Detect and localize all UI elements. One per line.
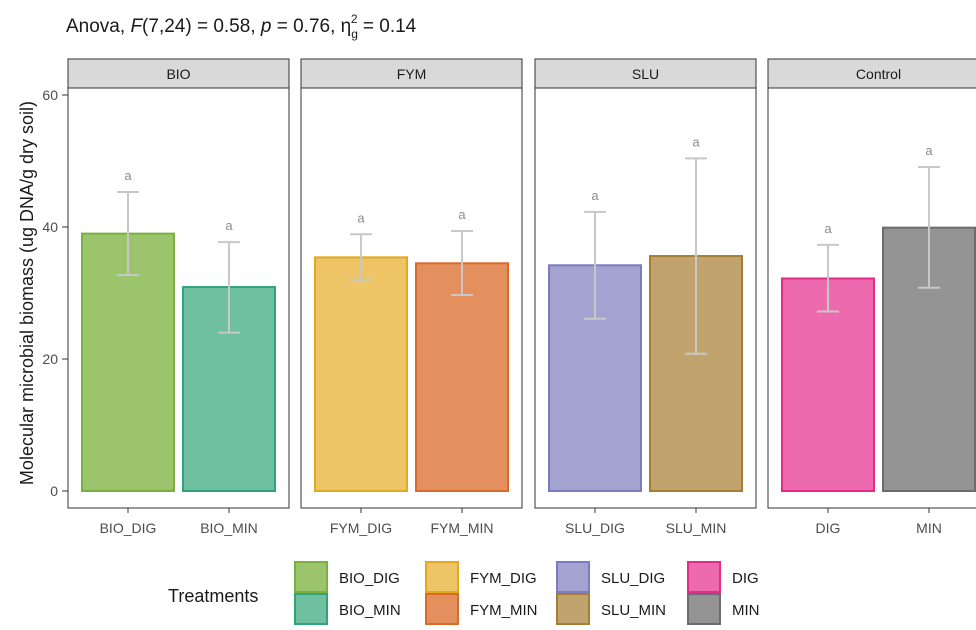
bar-bio_dig [81,232,175,492]
title-eta-value: = 0.14 [358,16,417,37]
legend-item-fym_dig: FYM_DIG [425,561,537,593]
legend-item-slu_min: SLU_MIN [556,593,666,625]
legend-label: FYM_MIN [470,602,538,619]
y-tick-label: 40 [42,219,58,235]
legend-item-min: MIN [687,593,760,625]
legend-label: FYM_DIG [470,570,537,587]
y-tick-label: 20 [42,351,58,367]
strip-label: SLU [632,66,659,82]
significance-label: a [458,207,466,222]
legend-label: BIO_DIG [339,570,400,587]
y-tick-label: 60 [42,87,58,103]
x-tick-label: FYM_MIN [431,520,494,536]
title-p-name: p [260,16,272,37]
legend: Treatments BIO_DIG BIO_MIN FYM_DIG FYM_MIN S… [168,561,760,625]
legend-swatch [556,593,590,625]
x-tick-label: DIG [816,520,841,536]
x-tick-label: SLU_DIG [565,520,625,536]
legend-title: Treatments [168,586,258,606]
legend-swatch [687,593,721,625]
y-tick-label: 0 [50,483,58,499]
panel-slu: SLU a SLU_DIG a SLU_MIN [534,58,757,536]
legend-swatch [556,561,590,593]
significance-label: a [824,221,832,236]
significance-label: a [925,143,933,158]
significance-label: a [692,134,700,149]
panel-bio: BIO a BIO_DIG a BIO_MIN [67,58,290,536]
strip-label: Control [856,66,901,82]
legend-label: DIG [732,570,759,587]
strip-background [300,58,523,89]
legend-swatch [425,561,459,593]
legend-label: BIO_MIN [339,602,401,619]
title-eta-symbol: η [341,16,352,37]
title-stat-name: F [130,16,143,37]
x-tick-label: SLU_MIN [666,520,727,536]
strip-label: FYM [397,66,427,82]
legend-swatch [294,593,328,625]
panel-fym: FYM a FYM_DIG a FYM_MIN [300,58,523,536]
legend-label: SLU_MIN [601,602,666,619]
title-eta-sub: g [351,27,358,41]
significance-label: a [225,218,233,233]
legend-items: BIO_DIG BIO_MIN FYM_DIG FYM_MIN SLU_DIG SLU_M… [294,561,760,625]
y-axis: 0 20 40 60 [42,87,68,499]
legend-swatch [687,561,721,593]
chart-title: Anova, F(7,24) = 0.58, p = 0.76, ηg2 = 0… [66,12,417,41]
strip-label: BIO [166,66,190,82]
y-axis-label: Molecular microbial biomass (ug DNA/g dr… [17,101,37,485]
strip-background [534,58,757,89]
legend-item-bio_dig: BIO_DIG [294,561,400,593]
legend-item-bio_min: BIO_MIN [294,593,401,625]
legend-label: SLU_DIG [601,570,665,587]
bar-fym_dig [314,256,408,492]
legend-swatch [294,561,328,593]
significance-label: a [591,188,599,203]
title-stat-args: (7,24) = 0.58, [142,16,261,37]
strip-background [67,58,290,89]
panel-control: Control a DIG a MIN [767,58,976,536]
legend-swatch [425,593,459,625]
x-tick-label: BIO_DIG [100,520,157,536]
title-eta-sup: 2 [351,12,358,26]
bar-dig [781,277,875,493]
x-tick-label: FYM_DIG [330,520,392,536]
title-prefix: Anova, [66,16,130,37]
x-tick-label: BIO_MIN [200,520,258,536]
bar-fym_min [415,262,509,492]
legend-item-slu_dig: SLU_DIG [556,561,665,593]
facet-panels: BIO a BIO_DIG a BIO_MIN FYM a FYM_DIG a FYM_MIN SL… [67,58,976,536]
legend-item-fym_min: FYM_MIN [425,593,538,625]
strip-background [767,58,976,89]
title-p-value: = 0.76, [271,16,340,37]
legend-item-dig: DIG [687,561,759,593]
significance-label: a [357,210,365,225]
x-tick-label: MIN [916,520,942,536]
significance-label: a [124,168,132,183]
legend-label: MIN [732,602,760,619]
